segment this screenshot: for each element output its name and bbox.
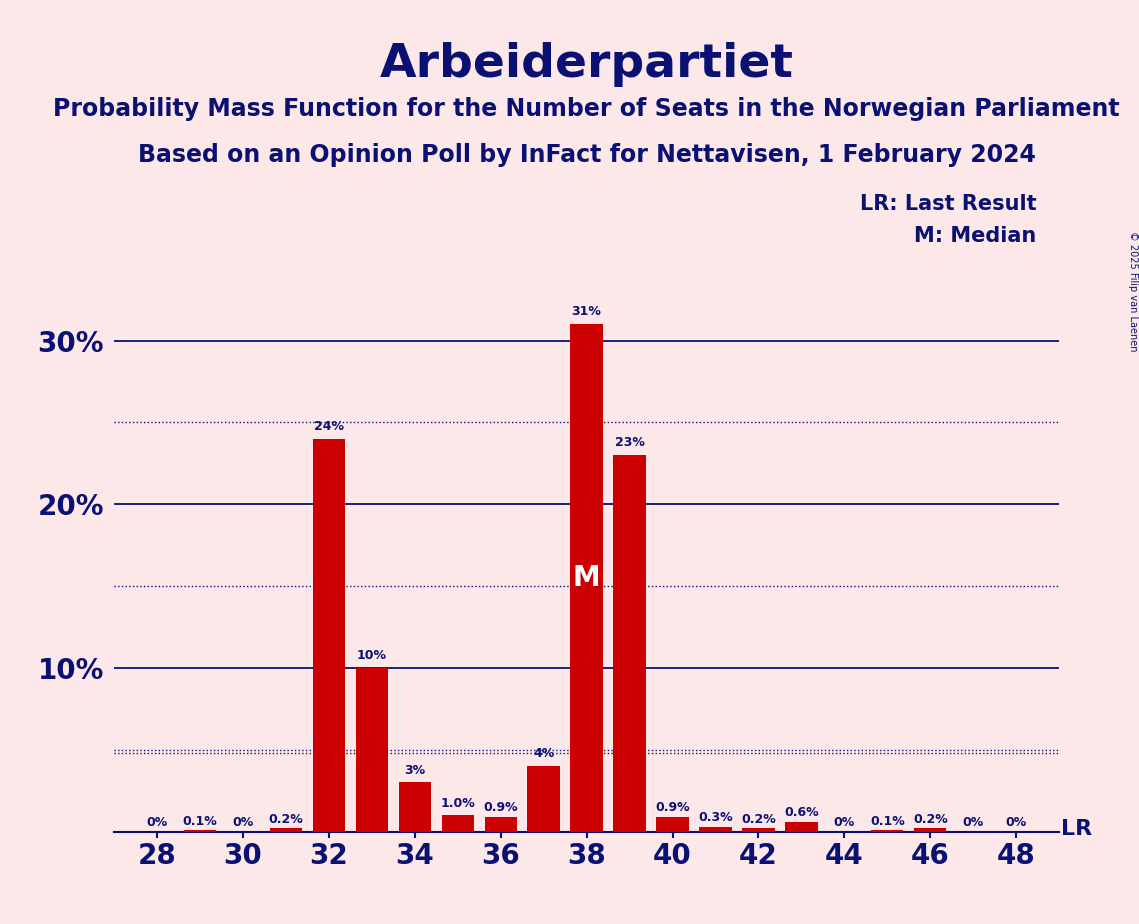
Text: 0.1%: 0.1%: [182, 815, 218, 828]
Bar: [915, 828, 947, 832]
Text: 0%: 0%: [834, 816, 855, 829]
Text: LR: Last Result: LR: Last Result: [860, 194, 1036, 214]
Text: 0.9%: 0.9%: [483, 801, 518, 814]
Text: M: Median: M: Median: [915, 226, 1036, 247]
Text: 4%: 4%: [533, 748, 555, 760]
Text: 23%: 23%: [615, 436, 645, 449]
Bar: [656, 817, 689, 832]
Bar: [871, 830, 903, 832]
Bar: [442, 815, 474, 832]
Text: Based on an Opinion Poll by InFact for Nettavisen, 1 February 2024: Based on an Opinion Poll by InFact for N…: [138, 143, 1035, 167]
Bar: [312, 439, 345, 832]
Text: Probability Mass Function for the Number of Seats in the Norwegian Parliament: Probability Mass Function for the Number…: [54, 97, 1120, 121]
Text: LR: LR: [1062, 820, 1092, 839]
Text: Arbeiderpartiet: Arbeiderpartiet: [379, 42, 794, 87]
Text: 0.6%: 0.6%: [784, 807, 819, 820]
Text: 1.0%: 1.0%: [441, 796, 475, 809]
Bar: [484, 817, 517, 832]
Text: © 2025 Filip van Laenen: © 2025 Filip van Laenen: [1129, 231, 1138, 351]
Bar: [527, 766, 559, 832]
Text: 0%: 0%: [1006, 816, 1027, 829]
Text: 0.3%: 0.3%: [698, 811, 732, 824]
Bar: [614, 456, 646, 832]
Bar: [355, 668, 388, 832]
Text: 0.1%: 0.1%: [870, 815, 904, 828]
Bar: [270, 828, 302, 832]
Text: 3%: 3%: [404, 764, 425, 777]
Bar: [743, 828, 775, 832]
Text: 24%: 24%: [313, 420, 344, 433]
Text: 31%: 31%: [572, 306, 601, 319]
Text: 0.2%: 0.2%: [913, 813, 948, 826]
Text: 0.2%: 0.2%: [269, 813, 303, 826]
Text: 0%: 0%: [232, 816, 254, 829]
Text: 0.2%: 0.2%: [741, 813, 776, 826]
Bar: [183, 830, 216, 832]
Bar: [571, 324, 603, 832]
Text: M: M: [573, 564, 600, 592]
Bar: [399, 783, 431, 832]
Text: 0.9%: 0.9%: [655, 801, 690, 814]
Text: 10%: 10%: [357, 650, 387, 663]
Text: 0%: 0%: [146, 816, 167, 829]
Bar: [699, 827, 731, 832]
Bar: [785, 821, 818, 832]
Text: 0%: 0%: [962, 816, 984, 829]
